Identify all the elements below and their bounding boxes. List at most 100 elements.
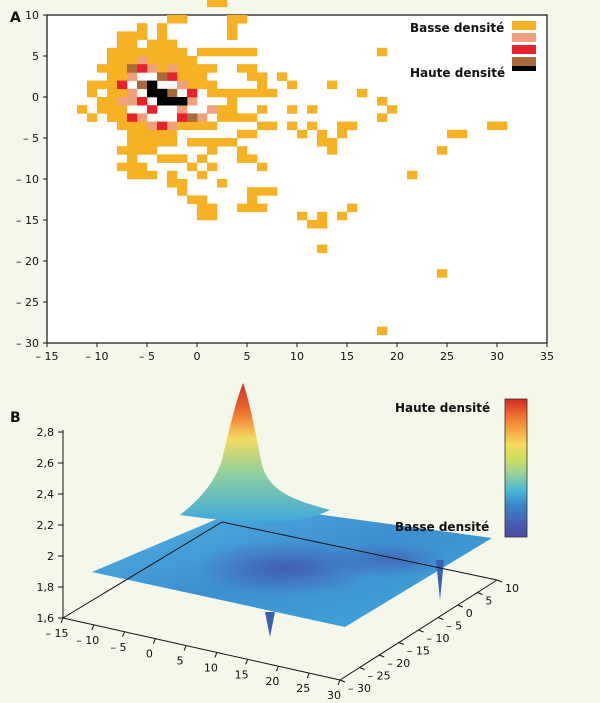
legend-label-low: Basse densité <box>410 21 504 35</box>
heatmap-cell <box>247 203 258 213</box>
heatmap-cell <box>147 80 158 90</box>
x3d-tick-mark <box>337 679 341 686</box>
y3d-tick-mark <box>359 667 365 670</box>
heatmap-cell <box>327 146 338 155</box>
heatmap-cell <box>137 170 148 180</box>
x-tick-label: – 10 <box>86 350 109 363</box>
heatmap-cell <box>267 88 278 98</box>
heatmap-cell <box>457 129 468 139</box>
heatmap-cell <box>187 195 198 204</box>
y3d-tick-label: – 20 <box>387 657 410 670</box>
heatmap-cell <box>227 105 238 114</box>
heatmap-cell <box>107 64 118 73</box>
heatmap-cell <box>177 15 188 24</box>
heatmap-cell <box>237 146 248 155</box>
y3d-tick-label: – 30 <box>348 682 371 695</box>
y-tick-label: – 15 <box>16 214 39 227</box>
colorbar-label-high: Haute densité <box>395 401 490 415</box>
heatmap-cell <box>107 88 118 98</box>
heatmap-cell <box>127 146 138 155</box>
heatmap-cell <box>337 211 348 221</box>
heatmap-cell <box>107 56 118 65</box>
y3d-tick-label: – 15 <box>407 645 430 658</box>
heatmap-cell <box>117 88 128 98</box>
heatmap-cell <box>207 162 218 172</box>
heatmap-cell <box>207 80 218 90</box>
heatmap-cell <box>117 105 128 114</box>
heatmap-cell <box>217 47 228 57</box>
heatmap-cell <box>177 179 188 188</box>
heatmap-cell <box>257 105 268 114</box>
heatmap-cell <box>97 64 108 73</box>
heatmap-cell <box>247 129 258 139</box>
heatmap-cell <box>137 31 148 40</box>
heatmap-cell <box>197 138 208 147</box>
y3d-tick-mark <box>418 629 424 633</box>
heatmap-cell <box>117 146 128 155</box>
heatmap-cell <box>177 105 188 114</box>
heatmap-cell <box>267 187 278 196</box>
heatmap-cell <box>437 269 448 278</box>
surface-peak <box>180 383 330 522</box>
heatmap-cell <box>227 97 238 106</box>
heatmap-cells <box>77 0 508 336</box>
heatmap-cell <box>137 121 148 131</box>
z-tick-label: 2,2 <box>37 519 55 532</box>
back-left-edge <box>62 521 223 619</box>
y3d-tick-label: 10 <box>505 582 519 595</box>
x-tick-label: – 5 <box>139 350 155 363</box>
heatmap-cell <box>237 129 248 139</box>
heatmap-cell <box>187 121 198 131</box>
x3d-tick-label: 10 <box>204 661 218 674</box>
heatmap-cell <box>237 15 248 24</box>
heatmap-cell <box>247 64 258 73</box>
heatmap-cell <box>117 31 128 40</box>
heatmap-cell <box>317 244 328 254</box>
heatmap-cell <box>197 154 208 163</box>
heatmap-cell <box>117 47 128 57</box>
heatmap-cell <box>137 97 148 106</box>
y3d-tick-label: – 10 <box>427 632 450 645</box>
x-tick-label: – 15 <box>36 350 59 363</box>
heatmap-cell <box>177 97 188 106</box>
heatmap-cell <box>167 97 178 106</box>
heatmap-cell <box>377 97 388 106</box>
heatmap-cell <box>387 105 398 114</box>
heatmap-cell <box>177 72 188 81</box>
x3d-tick-mark <box>245 659 249 665</box>
heatmap-cell <box>197 47 208 57</box>
x3d-tick-mark <box>152 638 156 644</box>
z-tick-label: 2,6 <box>37 457 55 470</box>
heatmap-cell <box>247 195 258 204</box>
y3d-tick-label: – 25 <box>368 670 391 683</box>
y3d-tick-mark <box>477 592 483 595</box>
heatmap-cell <box>177 113 188 122</box>
heatmap-cell <box>127 72 138 81</box>
heatmap-cell <box>127 138 138 147</box>
heatmap-cell <box>437 146 448 155</box>
heatmap-cell <box>307 121 318 131</box>
heatmap-cell <box>237 154 248 163</box>
y3d-tick-mark <box>437 617 444 620</box>
heatmap-cell <box>87 88 98 98</box>
heatmap-cell <box>207 88 218 98</box>
heatmap-cell <box>257 162 268 172</box>
x-tick-label: 20 <box>390 350 404 363</box>
heatmap-cell <box>147 47 158 57</box>
heatmap-cell <box>117 113 128 122</box>
heatmap-cell <box>97 105 108 114</box>
y-tick-label: – 20 <box>16 255 39 268</box>
heatmap-cell <box>317 211 328 221</box>
heatmap-cell <box>377 113 388 122</box>
x-axis-line <box>62 617 341 681</box>
heatmap-cell <box>167 138 178 147</box>
y3d-tick-label: – 5 <box>446 620 462 633</box>
heatmap-cell <box>87 113 98 122</box>
heatmap-cell <box>307 220 318 229</box>
heatmap-cell <box>207 211 218 221</box>
heatmap-cell <box>177 64 188 73</box>
heatmap-cell <box>227 113 238 122</box>
heatmap-cell <box>257 121 268 131</box>
heatmap-cell <box>307 105 318 114</box>
heatmap-cell <box>157 64 168 73</box>
